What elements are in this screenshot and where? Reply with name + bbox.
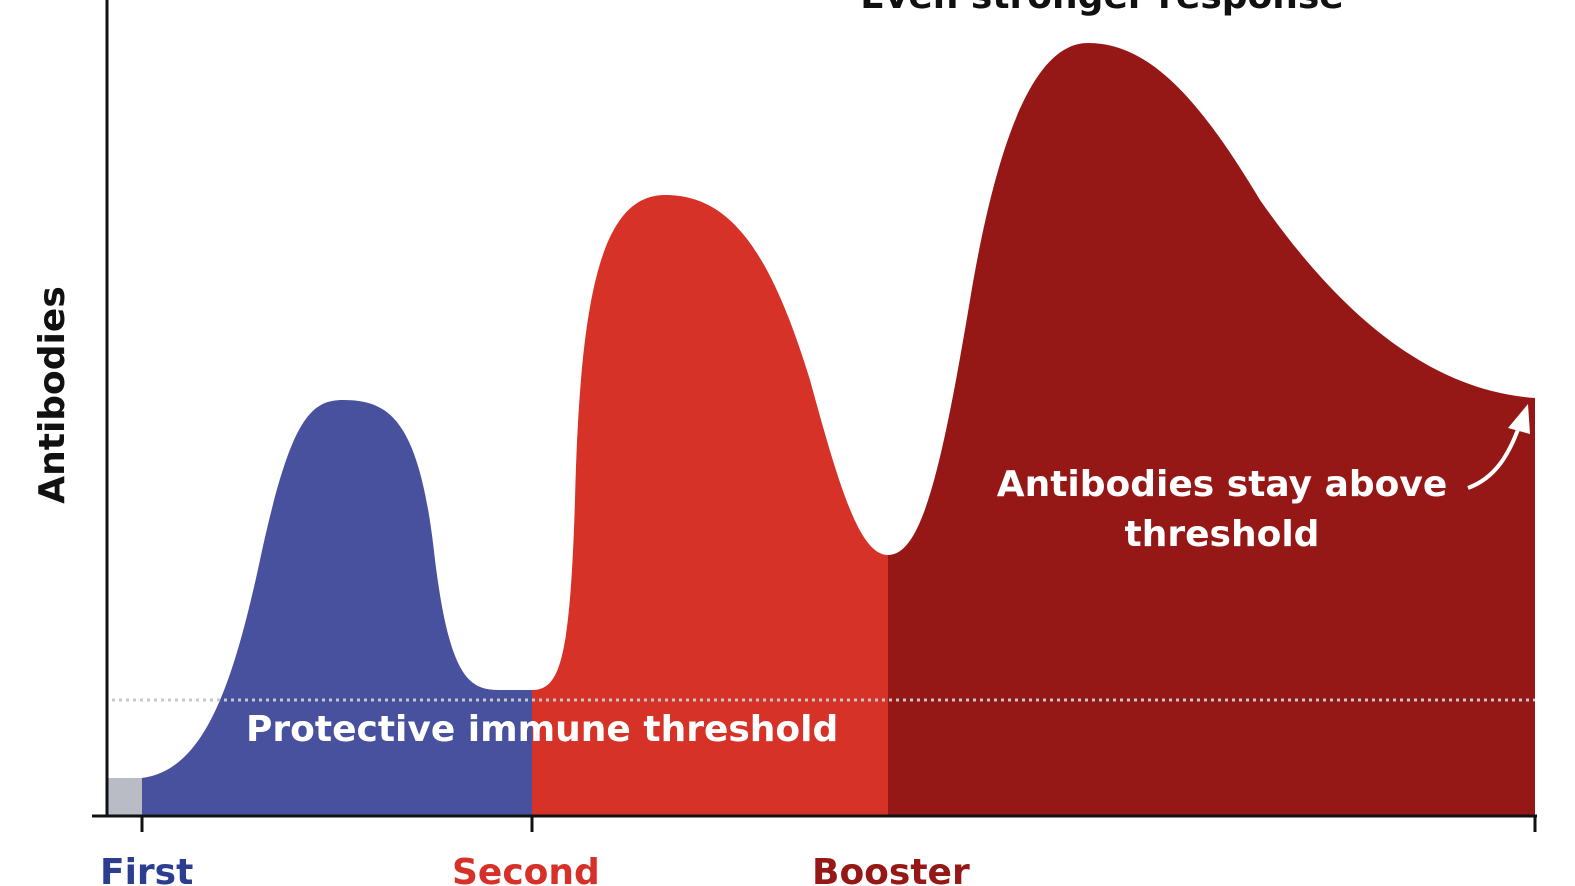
first-dose-area bbox=[142, 400, 532, 815]
booster-area bbox=[888, 43, 1535, 815]
dose-label: First bbox=[100, 852, 193, 886]
baseline-area bbox=[108, 778, 142, 815]
title: Even stronger response bbox=[860, 0, 1343, 17]
y-axis-label: Antibodies bbox=[32, 286, 73, 504]
second-dose-area bbox=[532, 195, 888, 815]
annotation: Antibodies stay above bbox=[997, 464, 1448, 505]
annotation: threshold bbox=[1125, 514, 1320, 555]
arrowhead bbox=[1508, 404, 1530, 434]
dose-label: Second bbox=[452, 852, 600, 886]
dose-label: Booster bbox=[812, 852, 970, 886]
threshold-label: Protective immune threshold bbox=[246, 709, 838, 750]
